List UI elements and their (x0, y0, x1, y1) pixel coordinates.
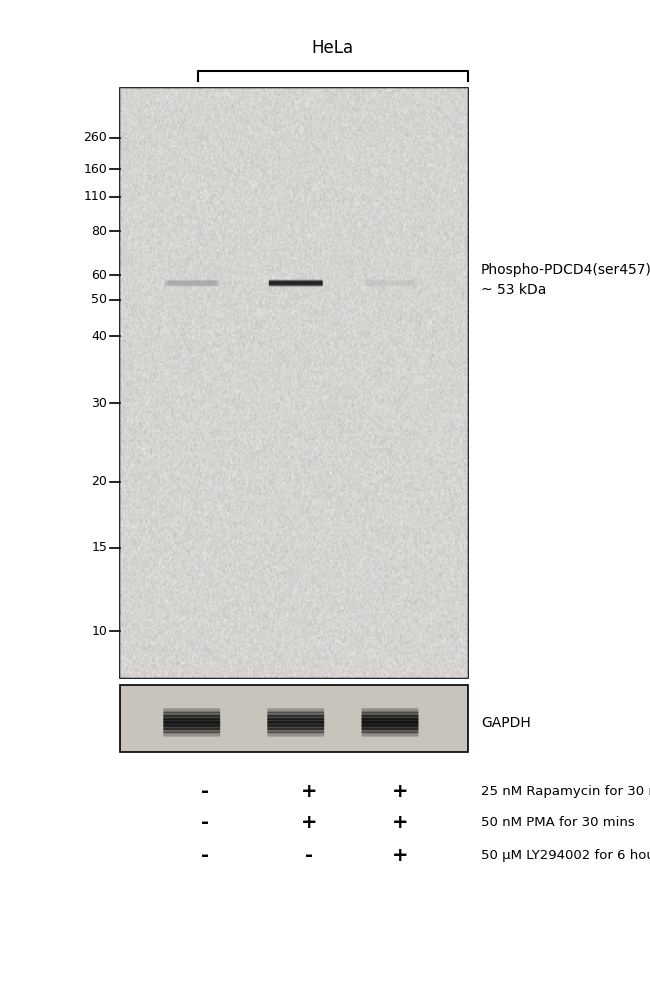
FancyBboxPatch shape (269, 279, 322, 282)
Text: 30: 30 (92, 396, 107, 410)
FancyBboxPatch shape (267, 722, 324, 726)
FancyBboxPatch shape (267, 724, 324, 730)
Text: 80: 80 (91, 224, 107, 238)
FancyBboxPatch shape (269, 280, 322, 283)
FancyBboxPatch shape (120, 685, 468, 752)
FancyBboxPatch shape (269, 284, 322, 287)
Text: -: - (305, 845, 313, 865)
FancyBboxPatch shape (163, 712, 220, 717)
FancyBboxPatch shape (165, 283, 218, 286)
FancyBboxPatch shape (165, 279, 218, 282)
FancyBboxPatch shape (163, 722, 220, 726)
FancyBboxPatch shape (168, 280, 216, 283)
Text: -: - (201, 813, 209, 833)
FancyBboxPatch shape (165, 280, 218, 283)
Text: 40: 40 (92, 329, 107, 343)
FancyBboxPatch shape (165, 284, 218, 287)
Text: +: + (391, 781, 408, 801)
FancyBboxPatch shape (269, 281, 322, 284)
FancyBboxPatch shape (120, 88, 468, 678)
FancyBboxPatch shape (267, 719, 324, 723)
Text: +: + (300, 813, 317, 833)
Text: +: + (300, 781, 317, 801)
FancyBboxPatch shape (363, 283, 417, 286)
Text: 160: 160 (83, 162, 107, 176)
FancyBboxPatch shape (363, 282, 417, 285)
FancyBboxPatch shape (363, 280, 417, 283)
Text: GAPDH: GAPDH (481, 717, 531, 730)
FancyBboxPatch shape (366, 283, 414, 286)
Text: Phospho-PDCD4(ser457)
~ 53 kDa: Phospho-PDCD4(ser457) ~ 53 kDa (481, 263, 650, 297)
Text: -: - (201, 781, 209, 801)
Text: 110: 110 (83, 190, 107, 203)
Text: HeLa: HeLa (312, 39, 354, 57)
FancyBboxPatch shape (363, 284, 417, 287)
Text: 50 nM PMA for 30 mins: 50 nM PMA for 30 mins (481, 816, 635, 830)
FancyBboxPatch shape (165, 282, 218, 285)
Text: +: + (391, 813, 408, 833)
FancyBboxPatch shape (361, 728, 419, 733)
FancyBboxPatch shape (361, 715, 419, 720)
Text: 10: 10 (92, 624, 107, 638)
FancyBboxPatch shape (361, 724, 419, 730)
FancyBboxPatch shape (163, 715, 220, 720)
FancyBboxPatch shape (361, 712, 419, 717)
FancyBboxPatch shape (269, 283, 322, 286)
Text: -: - (201, 845, 209, 865)
FancyBboxPatch shape (267, 708, 324, 714)
FancyBboxPatch shape (267, 728, 324, 733)
FancyBboxPatch shape (168, 282, 216, 284)
FancyBboxPatch shape (363, 279, 417, 282)
FancyBboxPatch shape (267, 731, 324, 736)
FancyBboxPatch shape (163, 728, 220, 733)
Text: 60: 60 (92, 268, 107, 282)
Text: 20: 20 (92, 475, 107, 489)
Text: 50 μM LY294002 for 6 hours: 50 μM LY294002 for 6 hours (481, 848, 650, 862)
FancyBboxPatch shape (165, 281, 218, 284)
Text: +: + (391, 845, 408, 865)
FancyBboxPatch shape (163, 719, 220, 723)
FancyBboxPatch shape (361, 722, 419, 726)
FancyBboxPatch shape (267, 715, 324, 720)
FancyBboxPatch shape (361, 731, 419, 736)
Text: 25 nM Rapamycin for 30 mins: 25 nM Rapamycin for 30 mins (481, 784, 650, 798)
Text: 15: 15 (92, 541, 107, 554)
Text: 260: 260 (83, 131, 107, 145)
FancyBboxPatch shape (366, 282, 414, 284)
FancyBboxPatch shape (363, 281, 417, 284)
FancyBboxPatch shape (361, 708, 419, 714)
FancyBboxPatch shape (163, 724, 220, 730)
Text: 50: 50 (91, 293, 107, 307)
FancyBboxPatch shape (163, 708, 220, 714)
FancyBboxPatch shape (366, 280, 414, 283)
FancyBboxPatch shape (168, 283, 216, 286)
FancyBboxPatch shape (267, 712, 324, 717)
FancyBboxPatch shape (361, 719, 419, 723)
FancyBboxPatch shape (269, 282, 322, 285)
FancyBboxPatch shape (163, 731, 220, 736)
